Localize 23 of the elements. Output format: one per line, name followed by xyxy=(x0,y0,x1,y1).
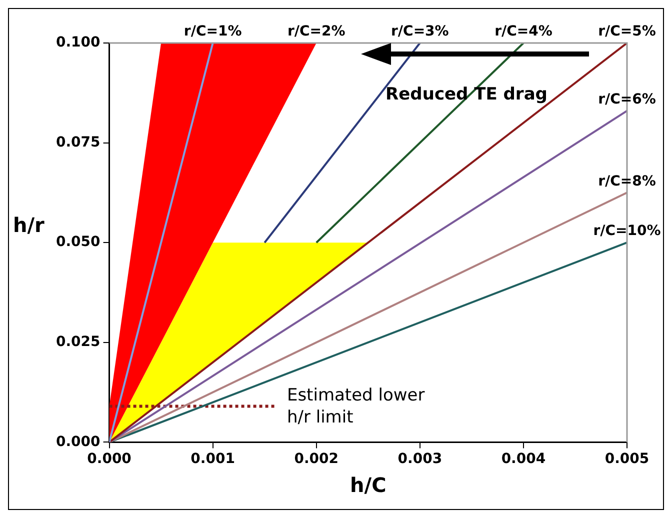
y-tick-label: 0.075 xyxy=(56,134,100,150)
x-axis-title: h/C xyxy=(350,473,386,498)
x-tick-label: 0.000 xyxy=(87,451,132,468)
series-label: r/C=5% xyxy=(598,24,656,40)
y-tick-label: 0.050 xyxy=(56,234,101,250)
annotation: r/C=2% xyxy=(287,24,346,40)
series-label: r/C=8% xyxy=(598,173,656,190)
series-label: r/C=4% xyxy=(494,24,552,40)
x-tick-label: 0.001 xyxy=(190,451,235,468)
y-tick-label: 0.025 xyxy=(56,334,100,350)
series-label: r/C=6% xyxy=(598,92,656,108)
y-tick-label: 0.100 xyxy=(56,34,101,51)
y-tick-label: 0.000 xyxy=(56,434,101,450)
series-label: r/C=10% xyxy=(593,223,661,240)
series-label: Estimated lower h/r limit xyxy=(286,386,425,428)
x-tick-label: 0.004 xyxy=(501,451,546,468)
series-label: r/C=1% xyxy=(184,24,242,40)
x-tick-label: 0.003 xyxy=(398,451,442,468)
y-axis-title: h/r xyxy=(13,212,45,237)
x-tick-label: 0.005 xyxy=(604,451,650,468)
annotation: Reduced TE drag xyxy=(386,84,548,104)
series-label: r/C=3% xyxy=(391,24,449,40)
x-tick-label: 0.002 xyxy=(294,451,339,468)
